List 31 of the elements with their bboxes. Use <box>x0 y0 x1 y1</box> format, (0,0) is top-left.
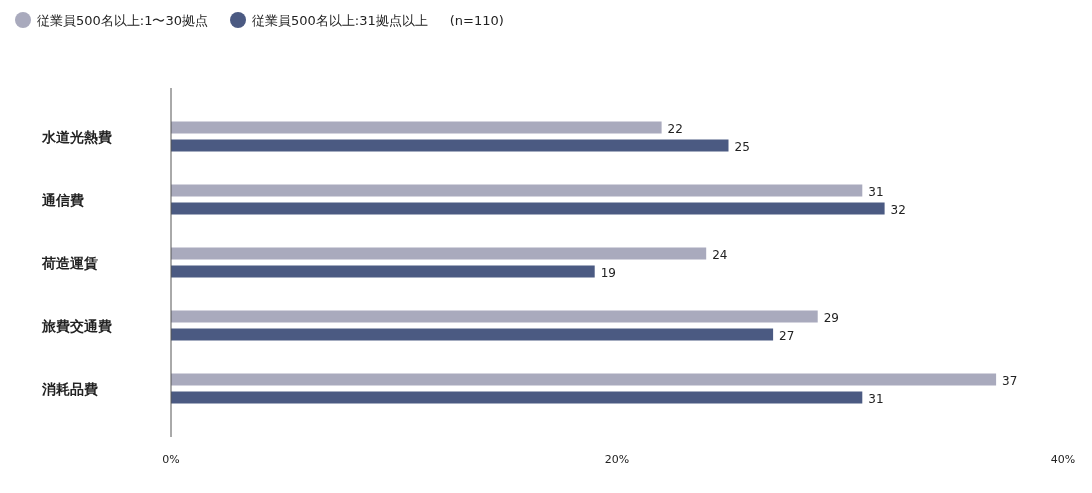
bar <box>171 373 997 386</box>
bar <box>171 391 863 404</box>
text: (n=110) <box>449 13 504 28</box>
data-label: 29 <box>823 310 839 325</box>
bar <box>171 202 885 215</box>
x-tick-label: 20% <box>604 453 630 466</box>
data-label: 24 <box>712 247 728 262</box>
data-label: 25 <box>734 139 750 154</box>
y-tick-label: 旅費交通費 <box>41 317 112 334</box>
data-label: 32 <box>890 202 906 217</box>
data-label: 22 <box>667 121 683 136</box>
y-tick-label: 消耗品費 <box>41 380 98 397</box>
data-label: 31 <box>868 391 884 406</box>
bar <box>171 247 707 260</box>
legend-label: 従業員500名以上:31拠点以上 <box>252 13 428 28</box>
bar <box>171 328 774 341</box>
y-tick-label: 水道光熱費 <box>41 128 112 145</box>
bar <box>171 121 662 134</box>
bar <box>171 184 863 197</box>
x-tick-label: 0% <box>162 453 180 466</box>
data-label: 31 <box>868 184 884 199</box>
y-tick-label: 通信費 <box>41 191 84 208</box>
data-label: 27 <box>779 328 795 343</box>
bar <box>171 139 729 152</box>
bar <box>171 310 818 323</box>
data-label: 19 <box>600 265 616 280</box>
legend-label: 従業員500名以上:1〜30拠点 <box>37 13 209 28</box>
x-tick-label: 40% <box>1050 453 1076 466</box>
y-tick-label: 荷造運賃 <box>41 254 98 271</box>
data-label: 37 <box>1002 373 1018 388</box>
bar <box>171 265 595 278</box>
